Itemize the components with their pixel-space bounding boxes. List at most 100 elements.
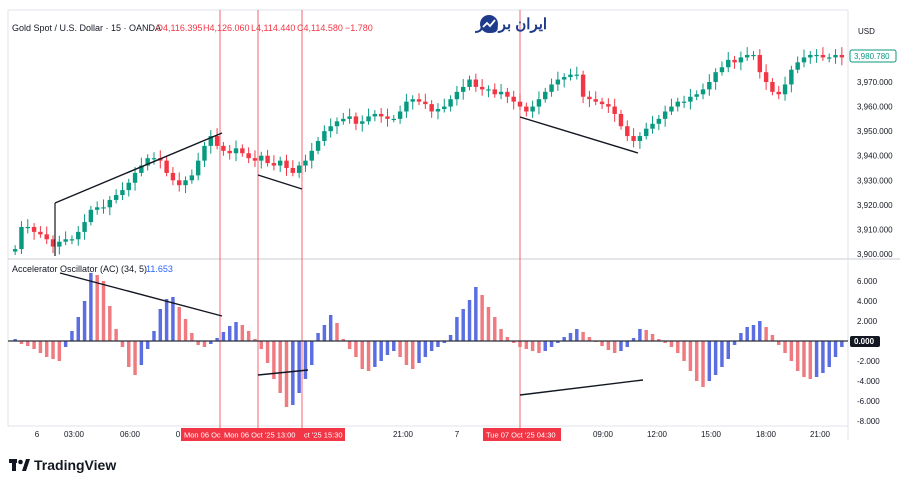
trend-line-ac-1[interactable]	[59, 272, 223, 317]
time-axis[interactable]: 6 03:00 06:00 0 21:00 7 09:00 12:00 15:00 18:00 21…	[35, 430, 831, 439]
vertical-markers[interactable]	[219, 10, 521, 428]
candle	[606, 98, 611, 113]
ohlc-open: O4,116.395	[156, 23, 202, 33]
brand-logo: ایران بروکر	[475, 15, 547, 33]
candle	[612, 98, 617, 122]
symbol-legend[interactable]: Gold Spot / U.S. Dollar · 15 · OANDA O4,…	[12, 23, 373, 33]
candle	[719, 61, 725, 76]
candle	[757, 49, 763, 79]
time-tick-label: 7	[455, 430, 460, 439]
candle	[808, 51, 813, 64]
candle	[177, 172, 182, 192]
zero-value-badge	[850, 336, 880, 347]
candle	[580, 70, 586, 104]
candle	[44, 226, 49, 245]
candle	[530, 100, 535, 118]
time-tick-label: 21:00	[393, 430, 414, 439]
price-tick-label: 3,950.000	[857, 127, 893, 136]
candle	[839, 47, 845, 66]
candle	[195, 152, 201, 181]
candle	[303, 154, 308, 172]
candle	[372, 110, 378, 122]
trend-line-price-3[interactable]	[519, 116, 639, 154]
last-price-badge	[849, 49, 897, 63]
candle	[107, 196, 113, 216]
candle	[31, 223, 37, 240]
trend-line-price-2[interactable]	[257, 174, 303, 190]
candle	[328, 118, 333, 138]
candle	[25, 219, 30, 234]
candle	[694, 90, 699, 101]
candle	[246, 147, 251, 164]
time-tick-label: 6	[35, 430, 40, 439]
candle	[770, 78, 775, 96]
candle	[221, 141, 226, 156]
candle	[113, 189, 119, 204]
candle	[814, 49, 819, 63]
candle	[473, 73, 479, 92]
candle	[145, 154, 150, 171]
time-tick-label: 03:00	[64, 430, 85, 439]
candle	[132, 167, 138, 191]
candle	[284, 154, 289, 176]
candle	[233, 140, 239, 162]
time-tick-label: 12:00	[647, 430, 668, 439]
candle	[454, 85, 460, 106]
price-tick-label: 3,970.000	[857, 78, 893, 87]
candle	[347, 108, 352, 124]
trend-line-price-1[interactable]	[54, 132, 223, 204]
candle	[726, 52, 731, 73]
candle	[763, 64, 769, 90]
candle	[315, 137, 321, 155]
candle	[517, 93, 523, 111]
price-axis[interactable]: USD 3,970.000 3,960.000 3,950.000 3,940.000…	[849, 27, 897, 259]
trend-line-ac-3[interactable]	[519, 379, 644, 396]
price-tick-label: 3,910.000	[857, 225, 893, 234]
candle	[498, 83, 504, 100]
candle	[101, 199, 106, 214]
time-tick-label: 06:00	[120, 430, 141, 439]
candle	[12, 245, 18, 255]
ohlc-low: L4,114.440	[251, 23, 295, 33]
candle	[183, 176, 188, 194]
candle	[429, 100, 434, 118]
candle	[511, 90, 516, 110]
tradingview-logo[interactable]: TradingView	[9, 457, 116, 473]
candle	[404, 93, 409, 118]
candle	[820, 47, 826, 61]
ac-tick-label: -6.000	[857, 397, 880, 406]
tradingview-wordmark: TradingView	[34, 457, 116, 473]
time-tag-label: Mon 06 Oc	[184, 431, 221, 440]
candle	[536, 91, 542, 115]
time-tick-label: 15:00	[701, 430, 722, 439]
candle	[707, 74, 712, 96]
indicator-value: 11.653	[146, 264, 173, 274]
indicator-axis[interactable]: 6.0004.0002.000-2.000-4.000-6.000-8.000 …	[850, 277, 880, 426]
candle	[644, 122, 649, 140]
candle	[334, 117, 340, 135]
candle	[732, 55, 737, 69]
trend-line-ac-2[interactable]	[257, 369, 309, 376]
candle	[435, 103, 441, 120]
candle	[681, 95, 687, 109]
price-tick-label: 3,920.000	[857, 201, 893, 210]
candle	[827, 53, 832, 63]
candle	[19, 221, 24, 254]
candle	[126, 178, 131, 197]
ac-tick-label: -2.000	[857, 357, 880, 366]
trend-lines[interactable]	[54, 116, 644, 396]
candle	[561, 73, 567, 88]
price-tick-label: 3,960.000	[857, 103, 893, 112]
candle	[353, 112, 359, 131]
tradingview-icon	[9, 459, 30, 471]
time-tag-label: Mon 06 Oct '25 13:00	[224, 431, 295, 440]
candle	[543, 87, 548, 103]
indicator-legend[interactable]: Accelerator Oscillator (AC) (34, 5) 11.6…	[12, 264, 173, 274]
candle	[801, 49, 807, 68]
time-tick-label: 0	[176, 430, 181, 439]
candle	[650, 115, 655, 134]
candle	[265, 149, 270, 167]
last-price-label: 3,980.780	[854, 52, 890, 61]
candle	[751, 51, 756, 60]
